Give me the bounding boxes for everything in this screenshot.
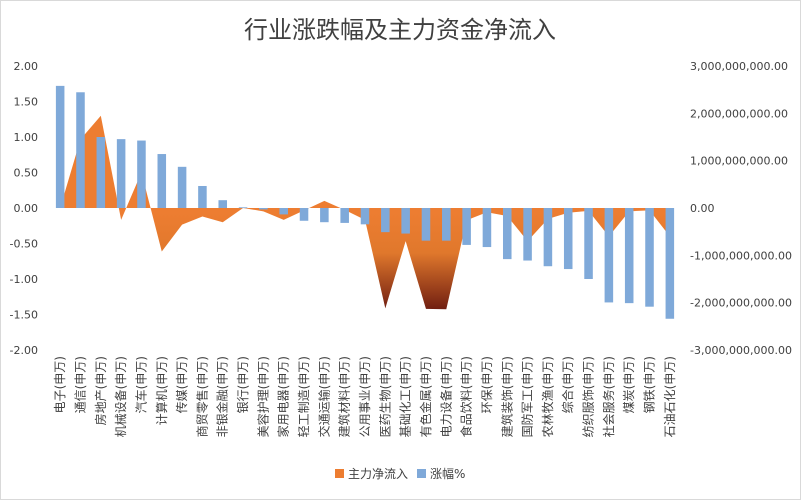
right-axis-tick-label: -2,000,000,000.00 [690, 297, 792, 310]
x-axis-tick-label: 钢铁(申万) [643, 356, 657, 413]
x-axis-tick-label: 汽车(申万) [133, 356, 148, 413]
bar [523, 208, 532, 261]
x-axis-tick-label: 环保(申万) [480, 356, 494, 413]
legend-label-change-pct: 涨幅% [430, 466, 465, 481]
bar [563, 208, 573, 270]
bar [442, 208, 451, 241]
x-axis-tick-label: 公用事业(申万) [358, 356, 372, 437]
x-axis-tick-label: 食品饮料(申万) [459, 356, 474, 437]
x-axis-tick-label: 建筑装饰(申万) [499, 356, 514, 437]
legend-swatch-net-inflow [335, 469, 344, 478]
bar [55, 85, 65, 208]
bar [401, 208, 410, 234]
right-axis-tick-label: 3,000,000,000.00 [690, 60, 788, 73]
left-axis-tick-label: 0.00 [14, 202, 39, 215]
right-axis-tick-label: 0.00 [690, 202, 715, 215]
x-axis-tick-label: 机械设备(申万) [113, 356, 128, 437]
x-axis-tick-label: 美容护理(申万) [255, 356, 270, 437]
x-axis-tick-label: 计算机(申万) [154, 356, 169, 425]
bar [482, 208, 492, 248]
right-axis: 3,000,000,000.00 2,000,000,000.00 1,000,00… [690, 60, 792, 357]
bar [299, 208, 309, 221]
bar [624, 208, 634, 304]
bar [218, 200, 228, 208]
right-axis-tick-label: -3,000,000,000.00 [690, 344, 792, 357]
x-axis-tick-label: 传媒(申万) [174, 356, 189, 413]
bar [320, 208, 329, 223]
bar [502, 208, 512, 260]
left-axis-tick-label: 2.00 [14, 60, 39, 73]
x-axis-tick-label: 通信(申万) [73, 356, 87, 413]
x-axis-tick-label: 银行(申万) [236, 356, 250, 413]
bar [116, 139, 126, 208]
bar [462, 208, 471, 245]
left-axis-tick-label: -1.50 [10, 309, 38, 322]
left-axis-tick-label: -1.00 [10, 273, 38, 286]
left-axis-tick-label: 0.50 [14, 167, 39, 180]
bar [340, 208, 349, 223]
x-axis-tick-label: 国防军工(申万) [520, 356, 535, 437]
right-axis-tick-label: 2,000,000,000.00 [690, 107, 788, 120]
legend-swatch-change-pct [417, 469, 426, 478]
left-axis-tick-label: 1.50 [14, 96, 39, 109]
x-axis-tick-label: 石油石化(申万) [663, 356, 677, 437]
bar [543, 208, 553, 267]
left-axis-tick-label: -0.50 [10, 238, 38, 251]
x-axis-tick-label: 建筑材料(申万) [337, 356, 352, 437]
bar [238, 207, 248, 209]
x-axis-tick-label: 农林牧渔(申万) [541, 356, 555, 437]
x-axis-tick-label: 基础化工(申万) [399, 356, 413, 437]
bar [177, 166, 187, 208]
left-axis-tick-label: 1.00 [14, 131, 39, 144]
bar [76, 92, 85, 208]
bar [360, 208, 370, 225]
x-axis-tick-label: 煤炭(申万) [622, 356, 636, 413]
bar [198, 185, 207, 208]
bar [279, 208, 288, 215]
x-axis-tick-label: 社会服务(申万) [601, 356, 616, 437]
x-axis-tick-label: 交通运输(申万) [316, 356, 331, 437]
x-axis-tick-label: 电力设备(申万) [439, 356, 453, 437]
legend-label-net-inflow: 主力净流入 [348, 467, 408, 481]
bar [421, 208, 431, 241]
bar [259, 208, 268, 210]
x-axis: 电子(申万) 通信(申万) 房地产(申万) 机械设备(申万) 汽车(申万) 计算机(申万)… [53, 356, 677, 437]
right-axis-tick-label: 1,000,000,000.00 [690, 155, 788, 168]
bar [584, 208, 593, 279]
bar [645, 208, 654, 307]
x-axis-tick-label: 房地产(申万) [93, 356, 108, 425]
x-axis-tick-label: 电子(申万) [53, 356, 67, 413]
x-axis-tick-label: 综合(申万) [560, 356, 575, 413]
x-axis-tick-label: 非银金融(申万) [215, 356, 230, 437]
left-axis: 2.00 1.50 1.00 0.50 0.00 -0.50 -1.00 -1.50 -2.00 [10, 60, 38, 357]
x-axis-tick-label: 有色金属(申万) [418, 356, 433, 437]
bar-layer [55, 85, 675, 319]
x-axis-tick-label: 商贸零售(申万) [194, 356, 209, 437]
chart-title: 行业涨跌幅及主力资金净流入 [244, 16, 556, 44]
left-axis-tick-label: -2.00 [10, 344, 38, 357]
bar [96, 137, 106, 208]
bar [381, 208, 390, 233]
bar [157, 154, 167, 208]
legend: 主力净流入 涨幅% [335, 466, 465, 481]
x-axis-tick-label: 医药生物(申万) [378, 356, 392, 437]
bar [665, 208, 675, 319]
x-axis-tick-label: 纺织服饰(申万) [582, 356, 596, 437]
right-axis-tick-label: -1,000,000,000.00 [690, 249, 792, 262]
x-axis-tick-label: 轻工制造(申万) [297, 356, 311, 437]
x-axis-tick-label: 家用电器(申万) [276, 356, 291, 437]
bar [137, 140, 146, 208]
bar [604, 208, 614, 303]
